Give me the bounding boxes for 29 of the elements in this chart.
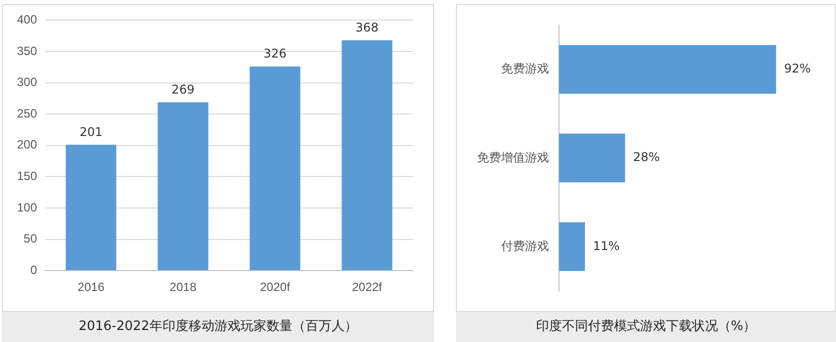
x-tick-label: 2018 [170, 280, 197, 294]
y-tick-label: 100 [16, 200, 38, 214]
x-tick-label: 2022f [352, 280, 383, 294]
x-tick-label: 2020f [260, 280, 291, 294]
y-tick-label: 0 [30, 262, 38, 277]
y-tick-label: 50 [24, 232, 38, 246]
data-label: 92% [784, 61, 811, 76]
bar [158, 102, 208, 270]
data-label: 28% [633, 150, 660, 164]
y-tick-label: 250 [16, 106, 38, 120]
y-tick-label: 300 [16, 75, 38, 90]
y-tick-label: 400 [16, 12, 38, 27]
text: 2016-2022年印度移动游戏玩家数量（百万人） [2, 312, 434, 342]
data-label: 326 [264, 46, 286, 61]
data-label: 11% [592, 238, 620, 253]
data-label: 201 [80, 124, 102, 139]
data-label: 269 [172, 82, 194, 96]
x-tick-label: 2016 [78, 280, 105, 294]
y-tick-label: 付费游戏 [500, 238, 549, 253]
y-tick-label: 200 [16, 138, 38, 152]
y-tick-label: 350 [16, 44, 38, 58]
y-tick-label: 免费游戏 [501, 62, 549, 76]
y-tick-label: 150 [16, 169, 38, 184]
bar [250, 66, 300, 270]
bar [66, 144, 116, 270]
data-label: 368 [356, 20, 378, 34]
y-tick-label: 免费增值游戏 [477, 150, 549, 164]
bar [342, 40, 392, 270]
text: 印度不同付费模式游戏下载状况（%） [456, 312, 836, 342]
